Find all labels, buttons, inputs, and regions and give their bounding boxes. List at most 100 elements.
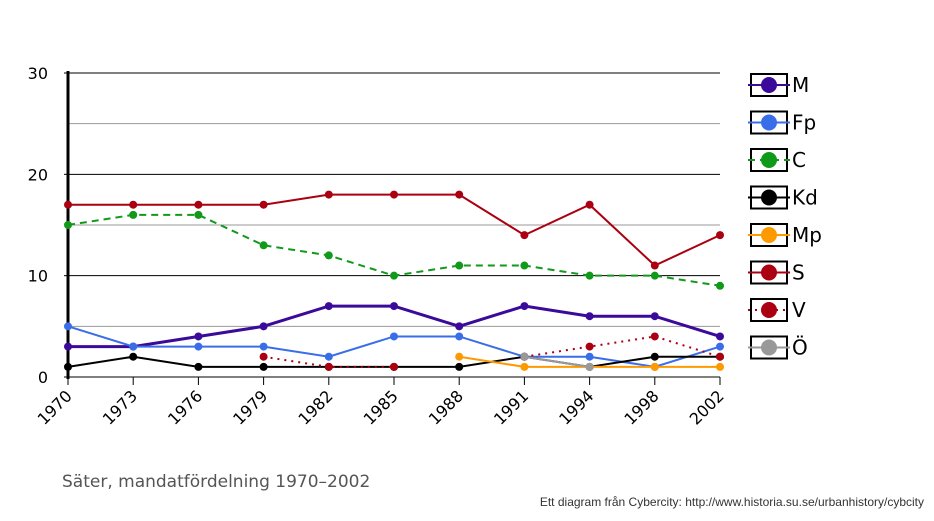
legend-label: Kd: [792, 186, 818, 210]
data-point-S: [390, 190, 398, 199]
data-point-M: [650, 312, 659, 321]
series-S: [64, 190, 724, 270]
data-point-S: [716, 231, 724, 240]
legend-label: M: [792, 73, 809, 97]
data-point-S: [324, 190, 333, 199]
legend-marker: [761, 152, 777, 168]
data-point-S: [64, 200, 72, 209]
data-point-Fp: [64, 322, 72, 331]
data-point-Fp: [324, 352, 333, 361]
data-point-Fp: [259, 342, 268, 351]
data-point-M: [194, 332, 203, 341]
data-point-M: [716, 332, 724, 341]
data-point-C: [324, 251, 333, 260]
data-point-C: [390, 271, 398, 280]
data-point-Fp: [129, 342, 138, 351]
series-line-V: [524, 335, 721, 358]
legend: M Fp C Kd Mp SVÖ: [748, 73, 822, 360]
legend-label: C: [792, 148, 806, 172]
data-point-Kd: [129, 352, 138, 361]
data-point-Kd: [650, 352, 659, 361]
y-tick-label: 20: [28, 165, 48, 184]
data-point-C: [650, 271, 659, 280]
data-point-M: [585, 312, 594, 321]
data-point-M: [64, 342, 72, 351]
x-tick-label: 1998: [620, 386, 662, 428]
data-point-M: [390, 302, 398, 311]
legend-marker: [761, 302, 777, 318]
legend-item-Ö: Ö: [748, 335, 808, 360]
x-tick-label: 1982: [294, 386, 336, 428]
y-tick-label: 30: [28, 64, 48, 83]
data-point-Fp: [390, 332, 398, 341]
legend-label: Fp: [792, 111, 816, 135]
legend-marker: [761, 264, 777, 281]
series-line-S: [68, 193, 721, 267]
data-point-S: [520, 231, 529, 240]
data-point-S: [455, 190, 464, 199]
x-tick-label: 1976: [164, 386, 206, 428]
x-tick-label: 1973: [99, 386, 141, 428]
x-tick-label: 1994: [555, 386, 597, 428]
legend-item-C: C: [748, 148, 806, 172]
data-point-S: [259, 200, 268, 209]
legend-label: Ö: [792, 336, 808, 360]
y-tick-label: 0: [38, 368, 48, 387]
legend-marker: [761, 77, 777, 93]
x-tick-label: 1970: [34, 386, 76, 428]
data-point-V: [259, 352, 268, 361]
data-point-C: [194, 210, 203, 219]
source-credit: Ett diagram från Cybercity: http://www.h…: [539, 495, 924, 509]
data-point-V: [324, 362, 333, 371]
series-C: [64, 210, 724, 290]
data-point-C: [716, 281, 724, 290]
series-line-Fp: [67, 325, 721, 368]
series-line-V: [263, 355, 394, 368]
data-point-Kd: [194, 362, 203, 371]
legend-label: V: [792, 298, 806, 322]
data-point-Fp: [194, 342, 203, 351]
data-point-M: [455, 322, 464, 331]
data-point-Mp: [455, 352, 464, 361]
data-point-Ö: [520, 352, 529, 361]
legend-marker: [761, 189, 777, 206]
data-point-Kd: [64, 362, 72, 371]
series-lines: [64, 190, 724, 371]
chart-caption: Säter, mandatfördelning 1970–2002: [62, 472, 371, 492]
x-tick-label: 1988: [425, 386, 467, 428]
data-point-V: [585, 342, 594, 351]
data-point-V: [650, 332, 659, 341]
data-point-Fp: [585, 352, 594, 361]
legend-item-Mp: Mp: [748, 223, 822, 247]
legend-label: Mp: [792, 223, 822, 247]
series-Ö: [520, 352, 594, 371]
data-point-S: [129, 200, 138, 209]
series-M: [64, 302, 724, 351]
data-point-C: [585, 271, 594, 280]
legend-marker: [761, 339, 777, 356]
data-point-M: [520, 302, 529, 311]
data-point-Mp: [716, 362, 724, 371]
y-tick-label: 10: [28, 267, 48, 286]
data-point-C: [520, 261, 529, 270]
data-point-S: [650, 261, 659, 270]
data-point-V: [390, 362, 398, 371]
data-point-S: [194, 200, 203, 209]
data-point-C: [259, 241, 268, 250]
data-point-Fp: [455, 332, 464, 341]
x-tick-label: 1991: [490, 386, 532, 428]
x-tick-label: 1979: [229, 386, 271, 428]
legend-item-Kd: Kd: [748, 185, 818, 210]
series-line-Ö: [524, 355, 590, 368]
data-point-Ö: [585, 362, 594, 371]
data-point-Fp: [716, 342, 724, 351]
x-tick-label: 2002: [686, 386, 728, 428]
grid-lines: [68, 72, 720, 327]
data-point-Mp: [650, 362, 659, 371]
legend-item-M: M: [748, 73, 809, 97]
x-tick-label: 1985: [360, 386, 402, 428]
data-point-C: [455, 261, 464, 270]
legend-marker: [761, 227, 777, 243]
data-point-S: [585, 200, 594, 209]
